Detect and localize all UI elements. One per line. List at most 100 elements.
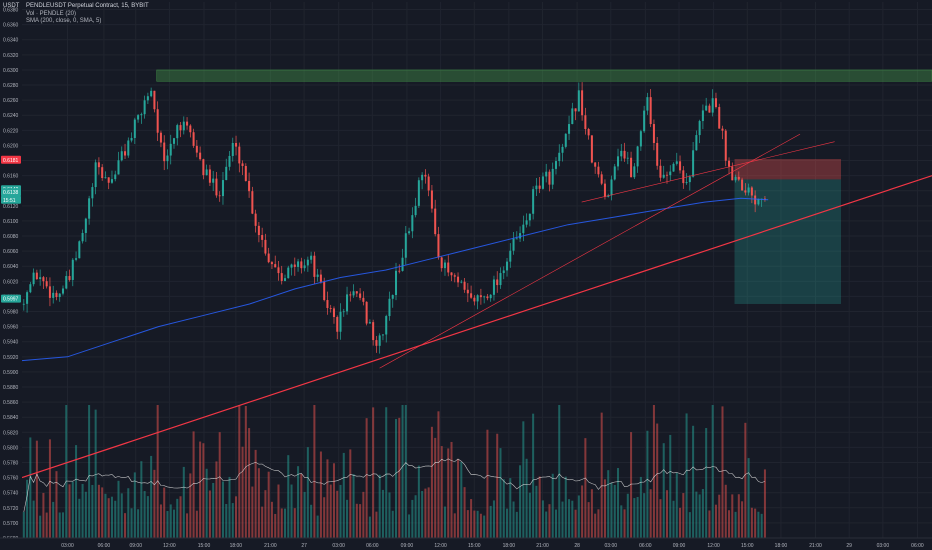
price-axis[interactable]: 0.6380 0.6360 0.6340 0.6320 0.6300 0.6280 0.62… <box>0 0 22 542</box>
candle <box>280 265 283 285</box>
candle-body <box>659 165 662 178</box>
candle-body <box>675 161 678 164</box>
candle <box>192 128 195 148</box>
sma-indicator-label[interactable]: SMA (200, close, 0, SMA, 5) <box>26 18 102 24</box>
candle <box>235 135 238 156</box>
volume-bar <box>349 449 352 538</box>
symbol-title[interactable]: PENDLEUSDT Perpetual Contract, 15, BYBIT <box>26 3 149 9</box>
candle-body <box>522 224 525 234</box>
candle <box>274 255 277 268</box>
candle <box>310 251 313 264</box>
volume-bar <box>548 504 551 538</box>
trendlines-layer[interactable] <box>21 133 932 479</box>
candle-body <box>564 133 567 147</box>
candle <box>176 123 179 146</box>
volume-bar <box>492 500 495 538</box>
candle <box>417 177 420 208</box>
candle <box>163 135 166 171</box>
price-tick-label: 0.5740 <box>3 491 19 497</box>
drawing-layer[interactable] <box>156 69 932 304</box>
volume-bar <box>532 413 535 538</box>
volume-bar <box>81 483 84 538</box>
candle-body <box>257 225 260 236</box>
candle-body <box>323 281 326 301</box>
volume-bar <box>499 448 502 538</box>
candle <box>388 291 391 321</box>
candle <box>450 272 453 282</box>
candle <box>166 149 169 170</box>
candle <box>626 151 629 165</box>
price-tick-label: 0.6200 <box>3 143 19 149</box>
candle <box>248 172 251 198</box>
candle-body <box>721 128 724 131</box>
volume-bar <box>143 491 146 538</box>
countdown-badge: 15:51 <box>1 195 21 204</box>
volume-bar <box>760 513 763 538</box>
candle <box>39 269 42 286</box>
volume-bar <box>55 471 58 538</box>
candle-body <box>277 267 280 274</box>
time-tick-label: 06:00 <box>366 543 379 549</box>
volume-bar <box>84 491 87 538</box>
candle <box>512 232 515 255</box>
volume-bar <box>52 501 55 538</box>
volume-bar <box>362 491 365 538</box>
volume-bar <box>75 445 78 538</box>
candle-body <box>574 108 577 112</box>
candle-body <box>137 115 140 120</box>
candle <box>692 141 695 178</box>
volume-bar <box>737 494 740 538</box>
candle <box>577 82 580 112</box>
price-tick-label: 0.6220 <box>3 128 19 134</box>
candle <box>359 288 362 301</box>
candle-body <box>339 311 342 332</box>
volume-bar <box>182 466 185 538</box>
candle-body <box>502 270 505 274</box>
volume-indicator-label[interactable]: Vol · PENDLE (20) <box>26 10 77 17</box>
candle <box>94 159 97 195</box>
time-tick-label: 09:00 <box>673 543 686 549</box>
candle <box>332 306 335 324</box>
candle <box>502 266 505 280</box>
candle-body <box>140 114 143 116</box>
candle-body <box>146 96 149 101</box>
candle-body <box>617 156 620 167</box>
main-support-trendline <box>21 175 932 479</box>
currency-label: USDT <box>3 3 20 9</box>
candle <box>381 334 384 341</box>
volume-bar <box>649 489 652 538</box>
chart-legend: PENDLEUSDT Perpetual Contract, 15, BYBIT… <box>26 3 149 26</box>
volume-bar <box>257 468 260 538</box>
volume-bar <box>117 480 120 538</box>
candle-body <box>254 213 257 226</box>
candle <box>186 117 189 130</box>
volume-bar <box>71 481 74 538</box>
candle <box>29 281 32 294</box>
candle-body <box>238 146 241 164</box>
candle-body <box>594 162 597 167</box>
time-axis[interactable]: 03:00 06:00 09:00 12:00 15:00 18:00 21:00 27 03:… <box>0 537 932 550</box>
volume-bar <box>342 452 345 538</box>
candle <box>88 195 91 225</box>
volume-bar <box>675 472 678 538</box>
volume-bar <box>613 484 616 538</box>
candle-body <box>362 297 365 302</box>
candle <box>590 135 593 164</box>
candle <box>737 171 740 182</box>
candle <box>633 163 636 180</box>
candle <box>652 119 655 151</box>
price-tick-label: 0.6120 <box>3 204 19 210</box>
price-tick-label: 0.5940 <box>3 340 19 346</box>
candle-body <box>424 174 427 177</box>
candle-body <box>394 270 398 296</box>
price-tick-label: 0.6280 <box>3 83 19 89</box>
volume-bar <box>176 498 179 538</box>
candle-body <box>486 296 489 299</box>
candle <box>254 209 257 233</box>
candle <box>159 130 162 148</box>
time-tick-label: 12:00 <box>163 543 176 549</box>
volume-bar <box>26 479 29 538</box>
candle <box>127 137 130 158</box>
candle <box>499 267 502 289</box>
